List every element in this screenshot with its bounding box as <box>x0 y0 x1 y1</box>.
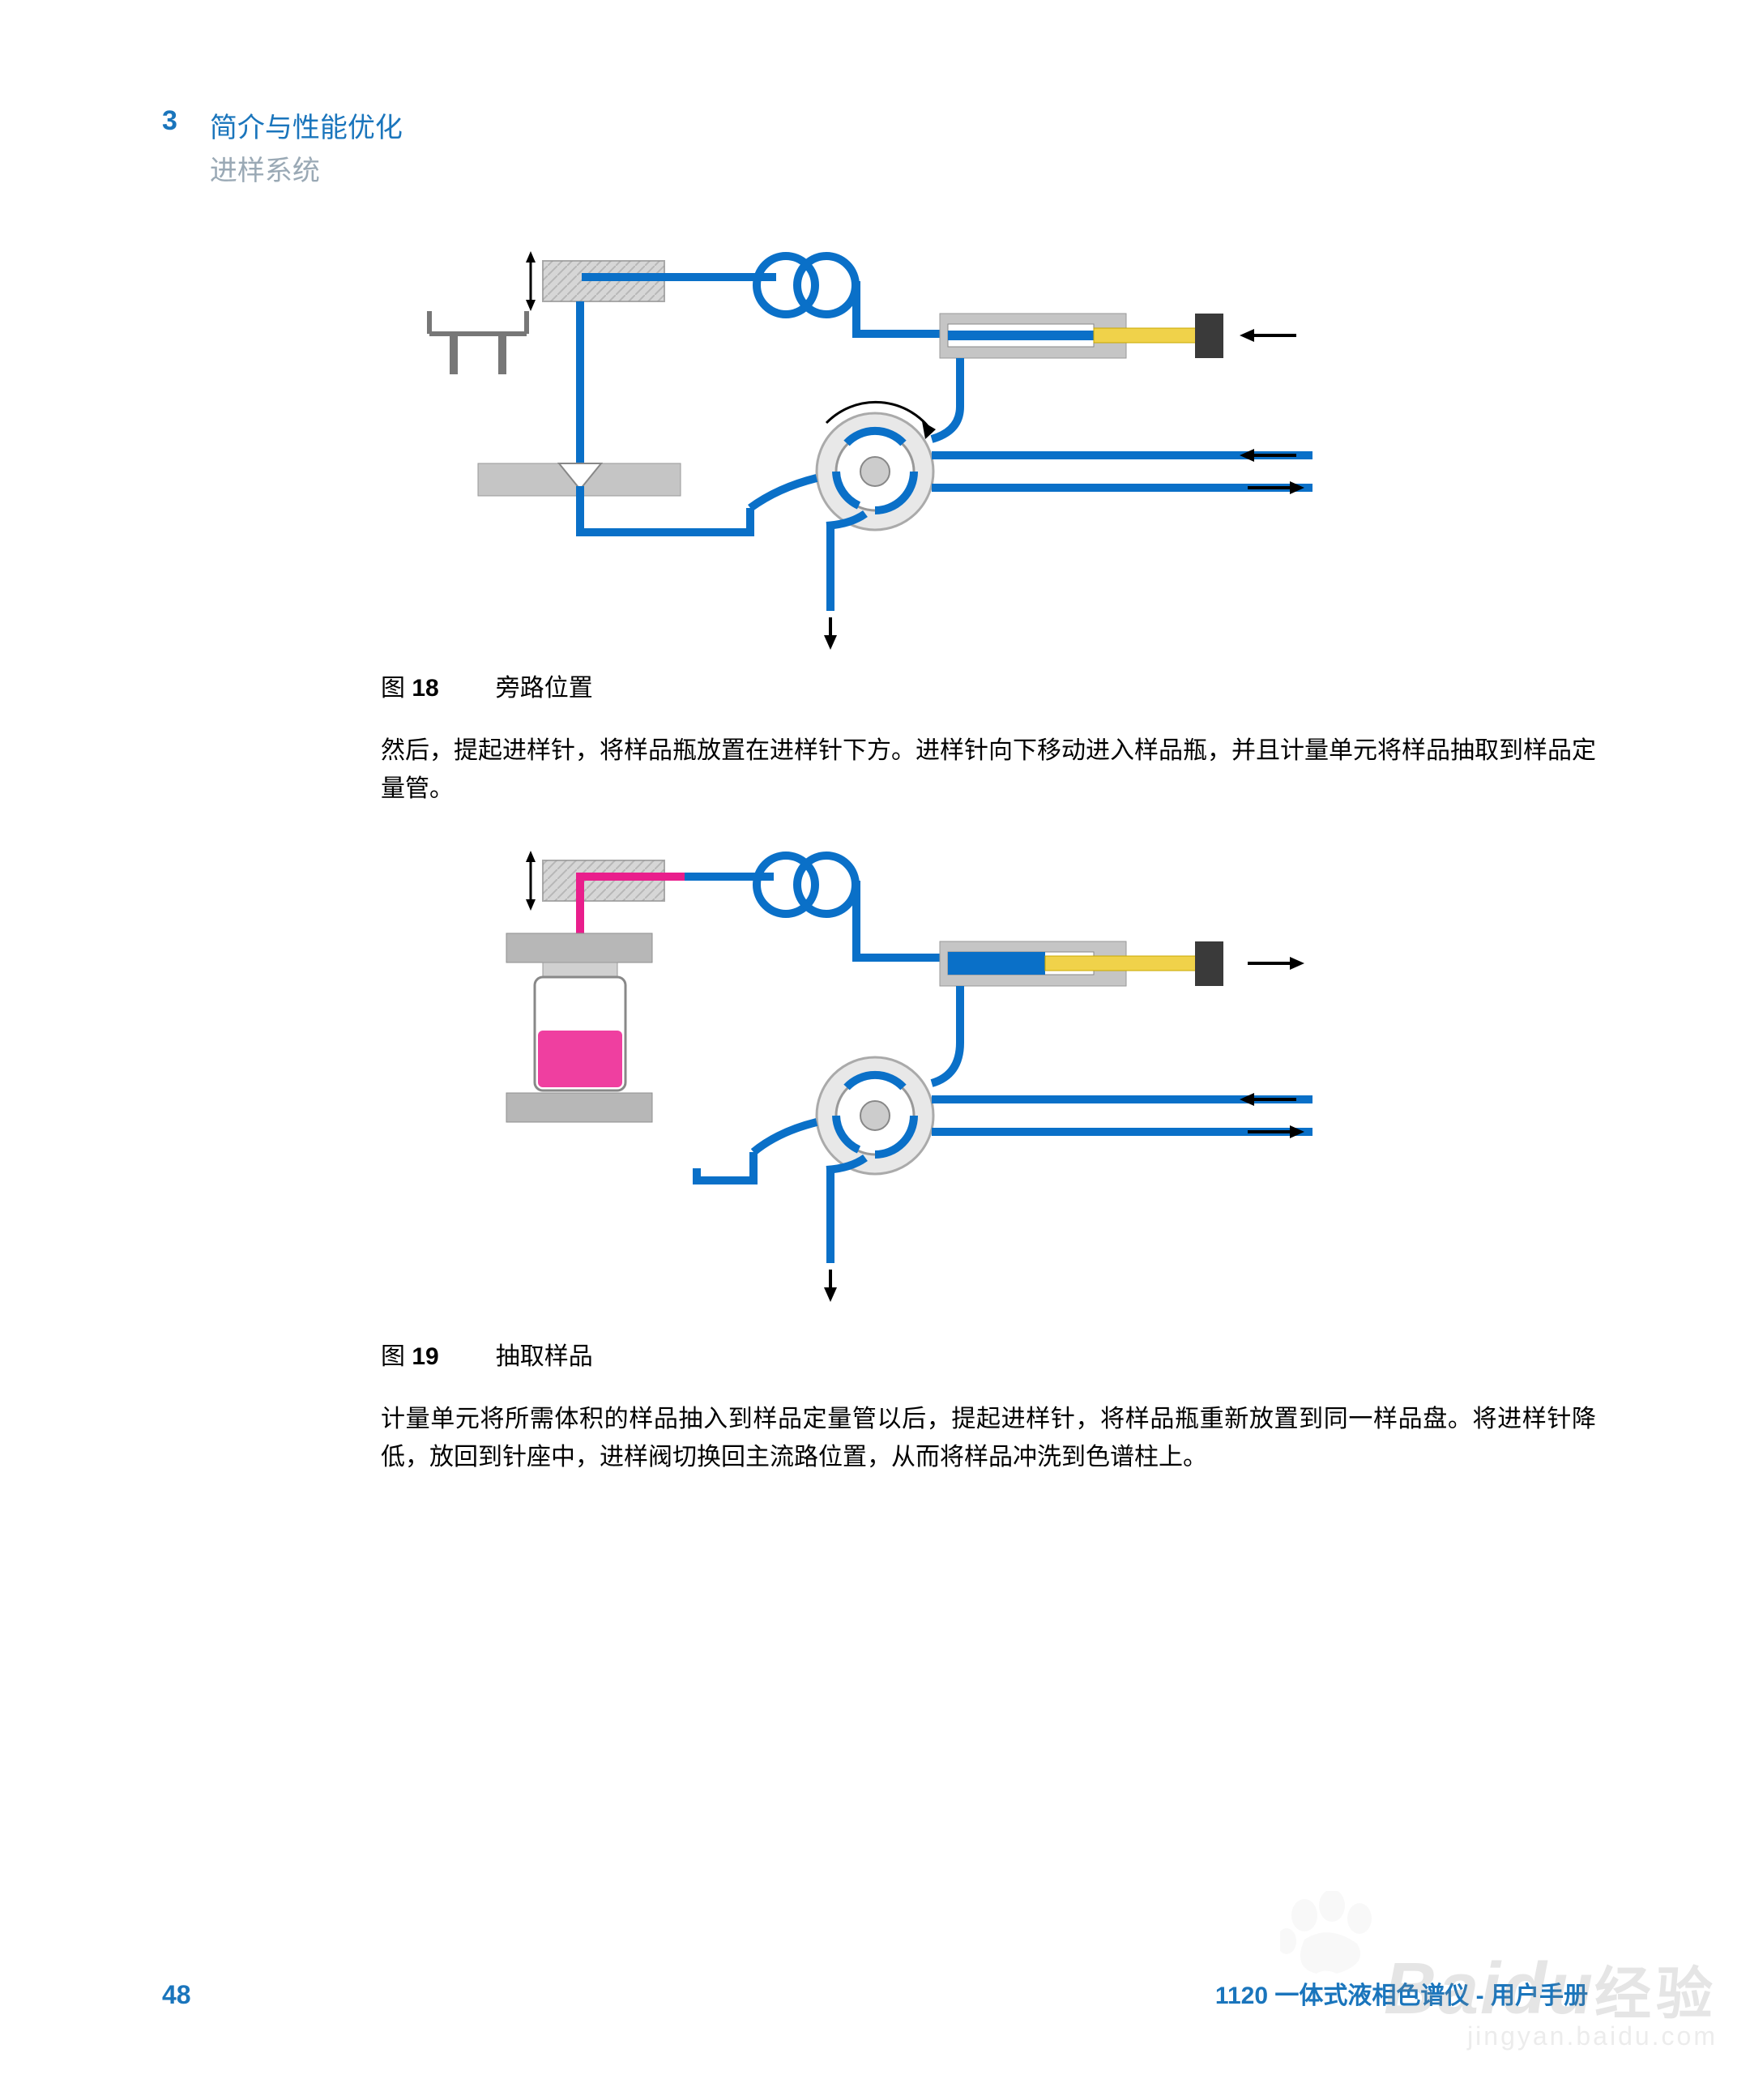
fig18-label: 图 <box>381 675 412 702</box>
watermark-en: Baidu <box>1384 1948 1594 2030</box>
content-area: 图 18 旁路位置 然后，提起进样针，将样品瓶放置在进样针下方。进样针向下移动进入… <box>381 237 1596 1476</box>
fig18-title: 旁路位置 <box>496 675 593 702</box>
watermark-cn: 经验 <box>1594 1962 1718 2025</box>
fig19-label: 图 <box>381 1343 412 1370</box>
paw-icon <box>1280 1891 1377 1980</box>
fig19-num: 19 <box>412 1343 438 1370</box>
page-header: 3 简介与性能优化 进样系统 <box>162 105 1588 188</box>
figure-19: 图 19 抽取样品 <box>381 840 1596 1372</box>
page-number: 48 <box>162 1980 191 2010</box>
chapter-title: 简介与性能优化 <box>210 105 403 145</box>
paragraph-2: 计量单元将所需体积的样品抽入到样品定量管以后，提起进样针，将样品瓶重新放置到同一… <box>381 1401 1596 1476</box>
page-footer: 48 1120 一体式液相色谱仪 - 用户手册 <box>162 1975 1588 2011</box>
figure-18-diagram <box>373 237 1345 658</box>
figure-18: 图 18 旁路位置 <box>381 237 1596 703</box>
figure-19-caption: 图 19 抽取样品 <box>381 1336 1596 1372</box>
header-titles: 简介与性能优化 进样系统 <box>210 105 403 188</box>
section-title: 进样系统 <box>210 148 403 188</box>
watermark-main: Baidu经验 <box>1384 1948 1718 2031</box>
figure-18-caption: 图 18 旁路位置 <box>381 668 1596 703</box>
paragraph-1: 然后，提起进样针，将样品瓶放置在进样针下方。进样针向下移动进入样品瓶，并且计量单… <box>381 732 1596 808</box>
watermark: Baidu经验 jingyan.baidu.com <box>1384 1948 1718 2051</box>
chapter-number: 3 <box>162 105 177 137</box>
fig19-title: 抽取样品 <box>496 1343 593 1370</box>
figure-19-diagram <box>373 840 1345 1326</box>
page-container: 3 简介与性能优化 进样系统 <box>0 0 1750 2100</box>
fig18-num: 18 <box>412 675 438 702</box>
